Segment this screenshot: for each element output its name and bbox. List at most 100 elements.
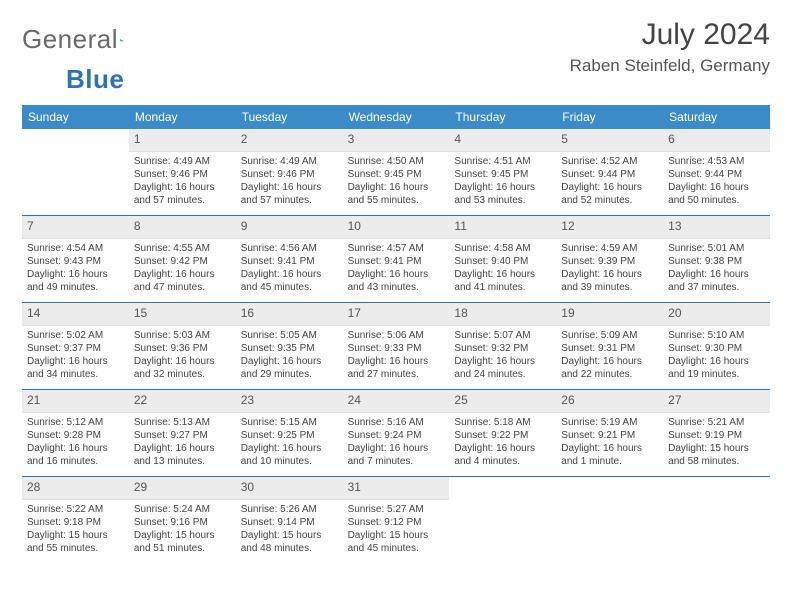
- sunset-line: Sunset: 9:45 PM: [348, 168, 445, 181]
- brand-general: General: [22, 24, 118, 55]
- day-cell: 13Sunrise: 5:01 AMSunset: 9:38 PMDayligh…: [663, 216, 770, 302]
- sunrise-line: Sunrise: 5:03 AM: [134, 329, 231, 342]
- day-body: Sunrise: 5:21 AMSunset: 9:19 PMDaylight:…: [663, 413, 770, 474]
- day-cell: 27Sunrise: 5:21 AMSunset: 9:19 PMDayligh…: [663, 390, 770, 476]
- day-cell-empty: .: [556, 477, 663, 563]
- day-number: 11: [449, 216, 556, 239]
- day-body: Sunrise: 5:22 AMSunset: 9:18 PMDaylight:…: [22, 500, 129, 561]
- day-number: 30: [236, 477, 343, 500]
- day-cell: 12Sunrise: 4:59 AMSunset: 9:39 PMDayligh…: [556, 216, 663, 302]
- daylight-line: Daylight: 16 hours and 43 minutes.: [348, 268, 445, 294]
- day-number: 21: [22, 390, 129, 413]
- sunrise-line: Sunrise: 5:01 AM: [668, 242, 765, 255]
- sunrise-line: Sunrise: 5:05 AM: [241, 329, 338, 342]
- day-number: 15: [129, 303, 236, 326]
- daylight-line: Daylight: 16 hours and 34 minutes.: [27, 355, 124, 381]
- weekday-header: Wednesday: [343, 105, 450, 129]
- day-body: Sunrise: 5:24 AMSunset: 9:16 PMDaylight:…: [129, 500, 236, 561]
- sunrise-line: Sunrise: 4:49 AM: [134, 155, 231, 168]
- daylight-line: Daylight: 16 hours and 55 minutes.: [348, 181, 445, 207]
- daylight-line: Daylight: 15 hours and 58 minutes.: [668, 442, 765, 468]
- day-number: 31: [343, 477, 450, 500]
- daylight-line: Daylight: 16 hours and 22 minutes.: [561, 355, 658, 381]
- day-number: 12: [556, 216, 663, 239]
- day-number: 9: [236, 216, 343, 239]
- sunset-line: Sunset: 9:16 PM: [134, 516, 231, 529]
- sunset-line: Sunset: 9:41 PM: [348, 255, 445, 268]
- sunset-line: Sunset: 9:40 PM: [454, 255, 551, 268]
- sail-icon: [120, 30, 124, 50]
- day-cell: 5Sunrise: 4:52 AMSunset: 9:44 PMDaylight…: [556, 129, 663, 215]
- sunrise-line: Sunrise: 4:54 AM: [27, 242, 124, 255]
- day-number: 19: [556, 303, 663, 326]
- day-cell: 9Sunrise: 4:56 AMSunset: 9:41 PMDaylight…: [236, 216, 343, 302]
- sunset-line: Sunset: 9:14 PM: [241, 516, 338, 529]
- day-body: Sunrise: 4:52 AMSunset: 9:44 PMDaylight:…: [556, 152, 663, 213]
- sunset-line: Sunset: 9:44 PM: [668, 168, 765, 181]
- daylight-line: Daylight: 16 hours and 32 minutes.: [134, 355, 231, 381]
- day-cell: 18Sunrise: 5:07 AMSunset: 9:32 PMDayligh…: [449, 303, 556, 389]
- sunset-line: Sunset: 9:18 PM: [27, 516, 124, 529]
- day-cell: 19Sunrise: 5:09 AMSunset: 9:31 PMDayligh…: [556, 303, 663, 389]
- sunrise-line: Sunrise: 5:27 AM: [348, 503, 445, 516]
- sunrise-line: Sunrise: 5:10 AM: [668, 329, 765, 342]
- daylight-line: Daylight: 15 hours and 55 minutes.: [27, 529, 124, 555]
- day-cell: 17Sunrise: 5:06 AMSunset: 9:33 PMDayligh…: [343, 303, 450, 389]
- weekday-header: Friday: [556, 105, 663, 129]
- day-cell: 29Sunrise: 5:24 AMSunset: 9:16 PMDayligh…: [129, 477, 236, 563]
- sunrise-line: Sunrise: 4:58 AM: [454, 242, 551, 255]
- sunrise-line: Sunrise: 5:13 AM: [134, 416, 231, 429]
- day-number: 7: [22, 216, 129, 239]
- day-body: Sunrise: 4:59 AMSunset: 9:39 PMDaylight:…: [556, 239, 663, 300]
- sunrise-line: Sunrise: 4:51 AM: [454, 155, 551, 168]
- day-cell: 31 Sunrise: 5:27 AMSunset: 9:12 PMDayligh…: [343, 477, 450, 563]
- daylight-line: Daylight: 16 hours and 49 minutes.: [27, 268, 124, 294]
- sunset-line: Sunset: 9:42 PM: [134, 255, 231, 268]
- day-body: Sunrise: 4:49 AMSunset: 9:46 PMDaylight:…: [236, 152, 343, 213]
- daylight-line: Daylight: 16 hours and 19 minutes.: [668, 355, 765, 381]
- sunset-line: Sunset: 9:44 PM: [561, 168, 658, 181]
- sunset-line: Sunset: 9:32 PM: [454, 342, 551, 355]
- day-cell: 14Sunrise: 5:02 AMSunset: 9:37 PMDayligh…: [22, 303, 129, 389]
- day-cell: 30Sunrise: 5:26 AMSunset: 9:14 PMDayligh…: [236, 477, 343, 563]
- brand-logo: General: [22, 18, 146, 55]
- day-number: 25: [449, 390, 556, 413]
- day-body: Sunrise: 4:49 AMSunset: 9:46 PMDaylight:…: [129, 152, 236, 213]
- daylight-line: Daylight: 16 hours and 10 minutes.: [241, 442, 338, 468]
- day-body: Sunrise: 5:09 AMSunset: 9:31 PMDaylight:…: [556, 326, 663, 387]
- sunrise-line: Sunrise: 4:52 AM: [561, 155, 658, 168]
- sunset-line: Sunset: 9:39 PM: [561, 255, 658, 268]
- calendar: SundayMondayTuesdayWednesdayThursdayFrid…: [22, 105, 770, 563]
- daylight-line: Daylight: 16 hours and 7 minutes.: [348, 442, 445, 468]
- sunset-line: Sunset: 9:33 PM: [348, 342, 445, 355]
- daylight-line: Daylight: 15 hours and 45 minutes.: [348, 529, 445, 555]
- daylight-line: Daylight: 16 hours and 57 minutes.: [134, 181, 231, 207]
- day-number: 20: [663, 303, 770, 326]
- day-number: 17: [343, 303, 450, 326]
- sunset-line: Sunset: 9:41 PM: [241, 255, 338, 268]
- daylight-line: Daylight: 16 hours and 13 minutes.: [134, 442, 231, 468]
- day-number: 2: [236, 129, 343, 152]
- sunrise-line: Sunrise: 4:55 AM: [134, 242, 231, 255]
- weeks-container: .1Sunrise: 4:49 AMSunset: 9:46 PMDayligh…: [22, 129, 770, 563]
- day-body: Sunrise: 5:02 AMSunset: 9:37 PMDaylight:…: [22, 326, 129, 387]
- daylight-line: Daylight: 15 hours and 48 minutes.: [241, 529, 338, 555]
- day-body: Sunrise: 5:10 AMSunset: 9:30 PMDaylight:…: [663, 326, 770, 387]
- title-block: July 2024 Raben Steinfeld, Germany: [570, 18, 770, 76]
- sunset-line: Sunset: 9:12 PM: [348, 516, 445, 529]
- sunrise-line: Sunrise: 5:07 AM: [454, 329, 551, 342]
- day-cell: 8Sunrise: 4:55 AMSunset: 9:42 PMDaylight…: [129, 216, 236, 302]
- week-row: 14Sunrise: 5:02 AMSunset: 9:37 PMDayligh…: [22, 303, 770, 390]
- day-cell: 24Sunrise: 5:16 AMSunset: 9:24 PMDayligh…: [343, 390, 450, 476]
- day-number: 26: [556, 390, 663, 413]
- day-cell-empty: .: [663, 477, 770, 563]
- day-cell: 15 Sunrise: 5:03 AMSunset: 9:36 PMDayligh…: [129, 303, 236, 389]
- sunrise-line: Sunrise: 4:50 AM: [348, 155, 445, 168]
- sunset-line: Sunset: 9:36 PM: [134, 342, 231, 355]
- day-cell: 26Sunrise: 5:19 AMSunset: 9:21 PMDayligh…: [556, 390, 663, 476]
- day-body: Sunrise: 5:12 AMSunset: 9:28 PMDaylight:…: [22, 413, 129, 474]
- daylight-line: Daylight: 16 hours and 53 minutes.: [454, 181, 551, 207]
- sunrise-line: Sunrise: 5:15 AM: [241, 416, 338, 429]
- sunrise-line: Sunrise: 4:57 AM: [348, 242, 445, 255]
- sunset-line: Sunset: 9:22 PM: [454, 429, 551, 442]
